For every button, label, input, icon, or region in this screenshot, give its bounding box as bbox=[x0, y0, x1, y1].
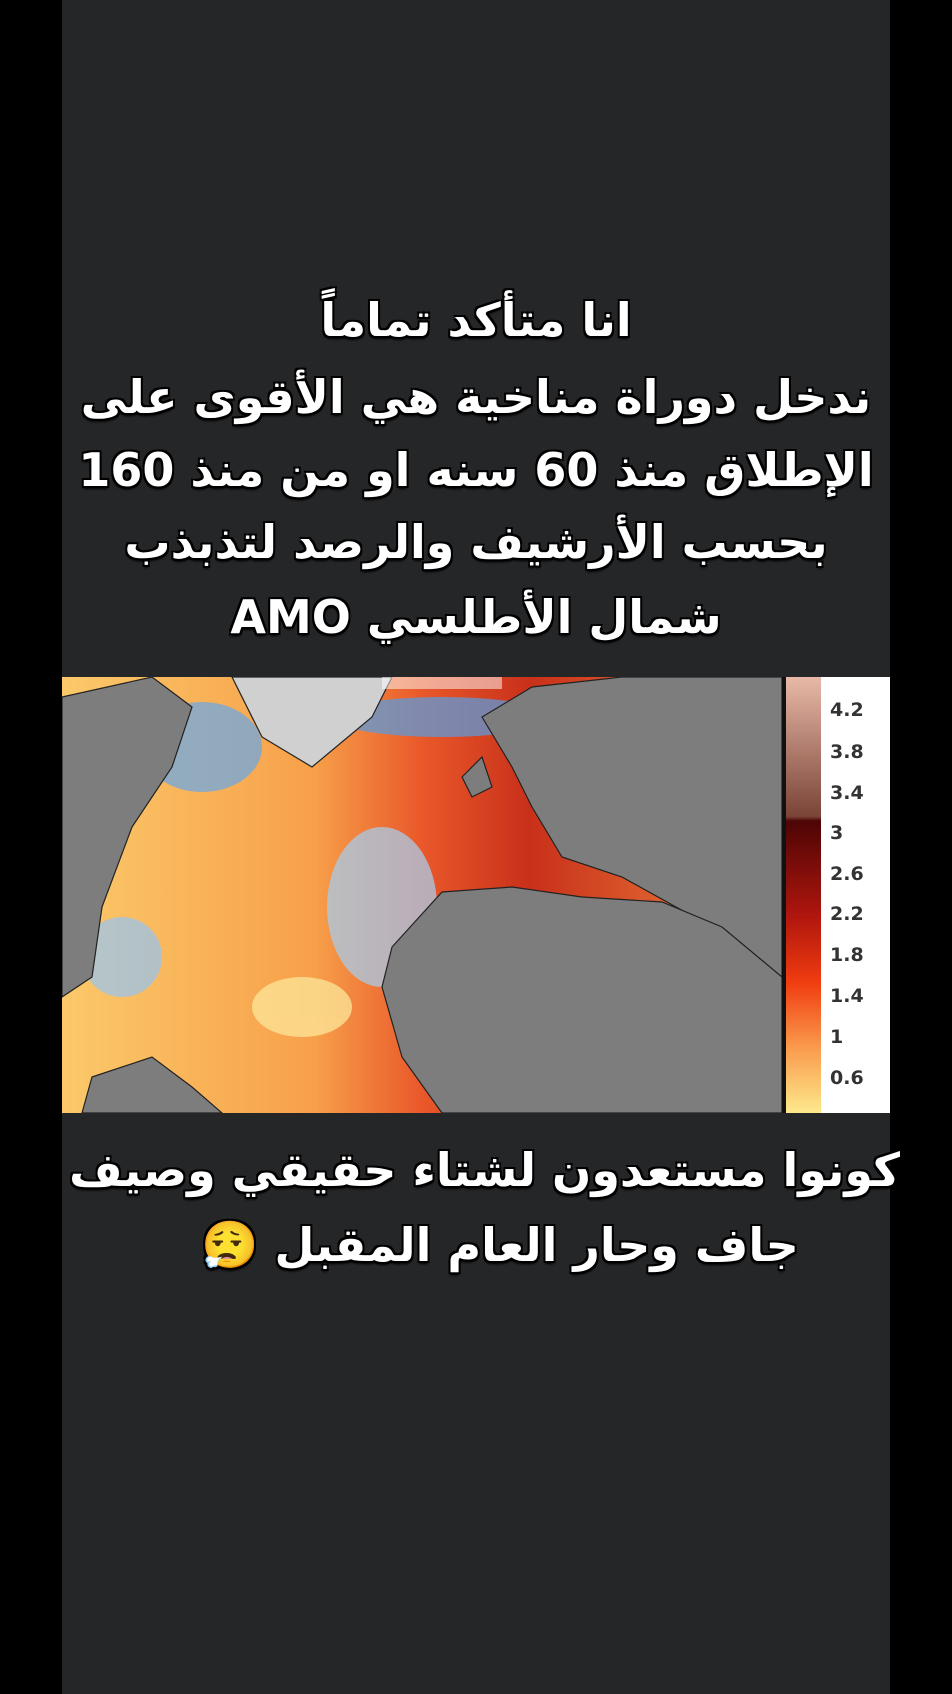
colorbar-label: 3.4 bbox=[830, 782, 864, 804]
colorbar-label: 1 bbox=[830, 1026, 844, 1048]
colorbar-label: 1.4 bbox=[830, 985, 864, 1007]
sea-temperature-anomaly-map: 4.2 3.8 3.4 3 2.6 2.2 1.8 1.4 1 0.6 bbox=[62, 677, 890, 1113]
caption-line-1: انا متأكد تماماً bbox=[320, 293, 632, 347]
colorbar-label: 3 bbox=[830, 822, 844, 844]
colorbar bbox=[786, 677, 821, 1113]
colorbar-label: 0.6 bbox=[830, 1067, 864, 1089]
colorbar-label: 2.2 bbox=[830, 903, 864, 925]
land-masses bbox=[62, 677, 783, 1113]
colorbar-label: 3.8 bbox=[830, 741, 864, 763]
caption-line-2: ندخل دوراة مناخية هي الأقوى على bbox=[80, 370, 872, 424]
ice-cover bbox=[382, 677, 502, 689]
map-graphic bbox=[62, 677, 821, 1113]
colorbar-label: 2.6 bbox=[830, 863, 864, 885]
caption-line-3: الإطلاق منذ 60 سنه او من منذ 160 bbox=[78, 443, 874, 497]
caption-line-4: بحسب الأرشيف والرصد لتذبذب bbox=[124, 515, 828, 569]
bottom-caption-line-2: جاف وحار العام المقبل 😮‍💨 bbox=[201, 1218, 799, 1272]
colorbar-divider bbox=[782, 677, 786, 1113]
caption-line-5: شمال الأطلسي AMO bbox=[230, 590, 722, 644]
colorbar-label: 1.8 bbox=[830, 944, 864, 966]
cool-anomaly-patches bbox=[82, 697, 552, 1037]
colorbar-label: 4.2 bbox=[830, 699, 864, 721]
bottom-caption-line-1: كونوا مستعدون لشتاء حقيقي وصيف bbox=[69, 1143, 900, 1197]
